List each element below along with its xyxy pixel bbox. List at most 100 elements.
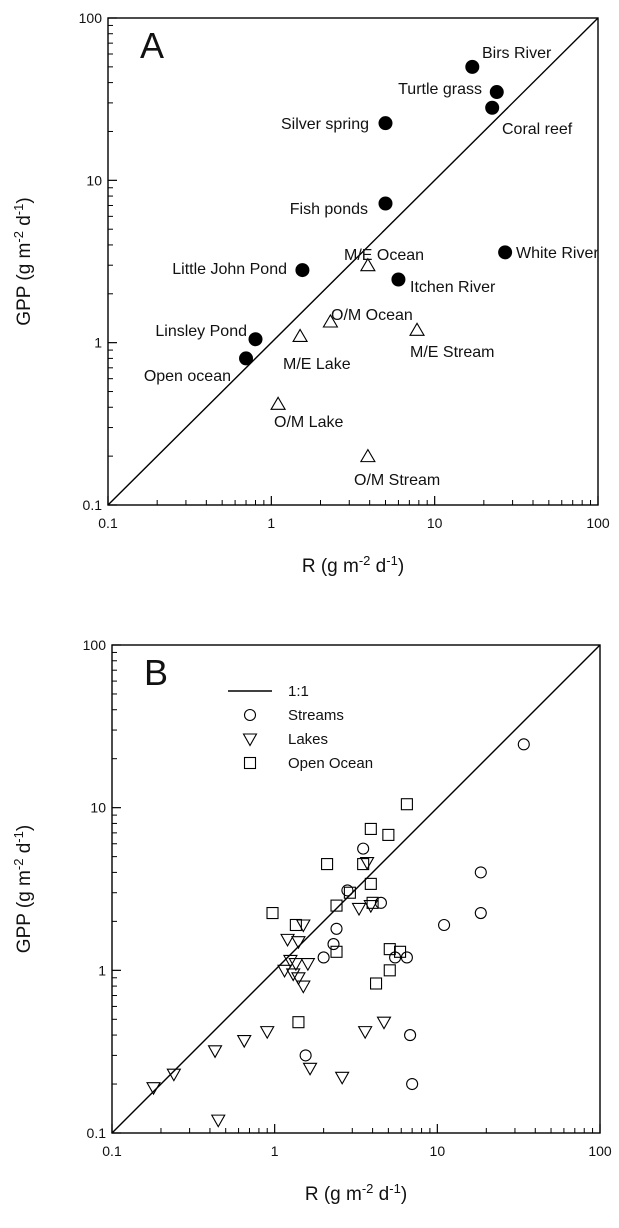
panel-b-point-lakes xyxy=(259,1026,275,1040)
legend-open-ocean-label: Open Ocean xyxy=(288,755,373,772)
label-turtle-grass: Turtle grass xyxy=(398,81,482,98)
panel-b-point-lakes xyxy=(359,856,375,871)
label-white-river: White River xyxy=(516,245,599,262)
panel-b-point-lakes xyxy=(285,968,301,982)
panel-b-point-lakes xyxy=(290,972,306,986)
panel-a-letter: A xyxy=(140,25,164,66)
panel-b-point-open-ocean xyxy=(343,886,356,899)
panel-b-plot-frame xyxy=(111,644,601,1134)
point-o-m-lake xyxy=(270,396,287,410)
panel-b-x-tick-label: 1 xyxy=(271,1143,279,1159)
panel-b-point-streams xyxy=(327,938,340,951)
point-birs-river xyxy=(465,59,480,74)
panel-a-y-tick-label: 0.1 xyxy=(83,497,103,513)
panel-b-point-streams xyxy=(474,866,487,879)
panel-b-point-open-ocean xyxy=(321,858,334,871)
panel-b-point-streams xyxy=(299,1049,312,1062)
label-birs-river: Birs River xyxy=(482,45,552,62)
panel-a-y-axis-title: GPP (g m-2 d-1) xyxy=(11,197,35,325)
panel-b-point-lakes xyxy=(236,1035,252,1049)
panel-b: 0.1 1 10 100 0.1 1 10 100 B R (g m-2 d-1) GPP (g m… xyxy=(11,637,612,1205)
panel-b-y-tick-label: 0.1 xyxy=(87,1125,107,1141)
label-silver-spring: Silver spring xyxy=(281,116,369,133)
panel-b-point-open-ocean xyxy=(383,964,396,977)
legend-1-1-label: 1:1 xyxy=(288,683,309,700)
panel-b-point-lakes xyxy=(295,980,311,994)
point-o-m-ocean xyxy=(322,313,339,328)
panel-b-y-tick-label: 1 xyxy=(98,962,106,978)
panel-b-point-lakes xyxy=(277,964,292,978)
point-open-ocean xyxy=(239,351,254,366)
panel-b-point-lakes xyxy=(290,936,306,950)
panel-a: 0.1 1 10 100 0.1 1 10 100 A R (g m-2 d-1) GPP (g m… xyxy=(11,10,610,577)
point-little-john-pond xyxy=(295,263,310,278)
panel-b-y-axis-title: GPP (g m-2 d-1) xyxy=(11,825,35,953)
point-silver-spring xyxy=(378,116,393,131)
point-m-e-ocean xyxy=(359,257,376,272)
panel-b-point-open-ocean xyxy=(364,822,377,835)
panel-b-point-lakes xyxy=(351,902,367,917)
panel-b-point-open-ocean xyxy=(369,977,383,990)
panel-b-point-streams xyxy=(404,1029,417,1042)
label-m-e-ocean: M/E Ocean xyxy=(344,247,424,264)
panel-b-point-open-ocean xyxy=(289,918,302,932)
point-m-e-lake xyxy=(292,328,309,342)
panel-b-point-open-ocean xyxy=(400,798,413,811)
panel-b-point-lakes xyxy=(295,919,311,933)
label-coral-reef: Coral reef xyxy=(502,121,573,138)
label-m-e-lake: M/E Lake xyxy=(283,356,351,373)
label-o-m-ocean: O/M Ocean xyxy=(331,307,413,324)
panel-b-x-axis-title: R (g m-2 d-1) xyxy=(305,1181,407,1205)
panel-b-point-open-ocean xyxy=(292,1016,305,1029)
panel-b-point-open-ocean xyxy=(364,877,377,890)
legend-lakes-label: Lakes xyxy=(288,731,328,748)
panel-b-y-tick-label: 100 xyxy=(83,637,107,653)
panel-b-point-lakes xyxy=(288,958,304,972)
label-o-m-stream: O/M Stream xyxy=(354,472,440,489)
panel-a-x-tick-label: 0.1 xyxy=(98,515,118,531)
panel-b-point-streams xyxy=(517,738,530,751)
point-coral-reef xyxy=(485,100,500,115)
point-fish-ponds xyxy=(378,196,393,211)
panel-b-one-to-one-line xyxy=(111,644,601,1134)
panel-a-one-to-one-line xyxy=(107,17,599,506)
panel-b-point-lakes xyxy=(300,958,316,972)
panel-b-point-streams xyxy=(330,922,343,935)
point-itchen-river xyxy=(391,272,406,287)
panel-a-x-axis-title: R (g m-2 d-1) xyxy=(302,553,404,577)
panel-b-point-lakes xyxy=(280,933,295,947)
label-o-m-lake: O/M Lake xyxy=(274,414,343,431)
panel-b-x-tick-label: 10 xyxy=(430,1143,446,1159)
panel-b-point-open-ocean xyxy=(266,906,279,920)
panel-a-plot-frame xyxy=(107,17,599,506)
label-fish-ponds: Fish ponds xyxy=(290,201,368,218)
panel-b-point-streams xyxy=(341,884,354,897)
panel-b-point-lakes xyxy=(210,1114,226,1128)
point-o-m-stream xyxy=(359,448,376,463)
panel-b-point-open-ocean xyxy=(330,945,343,958)
label-itchen-river: Itchen River xyxy=(410,279,496,296)
panel-b-y-tick-label: 10 xyxy=(90,800,106,816)
panel-b-point-lakes xyxy=(302,1062,318,1076)
point-m-e-stream xyxy=(409,322,425,336)
point-white-river xyxy=(498,245,513,260)
legend-streams-label: Streams xyxy=(288,707,344,724)
panel-b-point-open-ocean xyxy=(394,945,407,958)
label-open-ocean: Open ocean xyxy=(144,368,231,385)
panel-b-point-streams xyxy=(374,896,387,909)
panel-b-point-open-ocean xyxy=(382,828,395,841)
panel-a-x-tick-label: 100 xyxy=(586,515,610,531)
label-m-e-stream: M/E Stream xyxy=(410,344,494,361)
legend-streams-marker xyxy=(243,708,257,722)
panel-b-point-lakes xyxy=(357,1026,373,1040)
panel-b-point-lakes xyxy=(376,1016,392,1030)
panel-b-point-streams xyxy=(438,918,451,932)
panel-b-point-lakes xyxy=(282,954,298,969)
panel-a-y-tick-label: 1 xyxy=(94,335,102,351)
panel-a-x-tick-label: 1 xyxy=(267,515,275,531)
panel-b-point-lakes xyxy=(166,1068,182,1082)
panel-b-point-streams xyxy=(406,1077,419,1091)
panel-b-point-open-ocean xyxy=(366,896,379,909)
panel-b-point-streams xyxy=(474,906,487,920)
